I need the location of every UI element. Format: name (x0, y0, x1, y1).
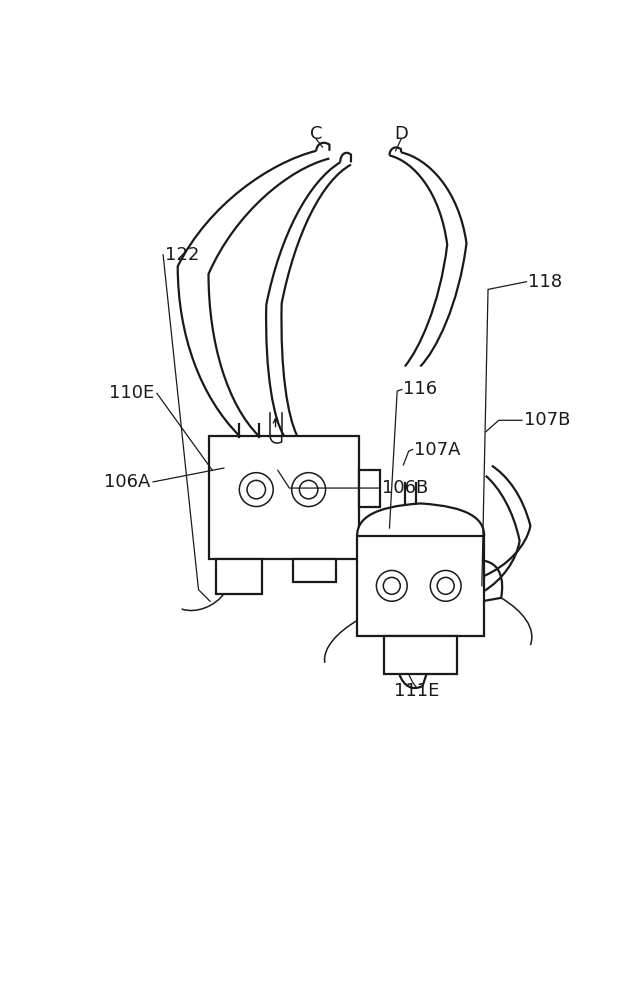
Circle shape (240, 473, 273, 507)
Text: 107B: 107B (524, 411, 571, 429)
Text: 116: 116 (403, 380, 438, 398)
Text: 118: 118 (528, 273, 562, 291)
Text: C: C (310, 125, 323, 143)
Polygon shape (357, 536, 484, 636)
Circle shape (430, 570, 461, 601)
Polygon shape (384, 636, 458, 674)
Polygon shape (293, 559, 335, 582)
Text: 122: 122 (165, 246, 199, 264)
Polygon shape (208, 436, 358, 559)
Text: 106B: 106B (381, 479, 428, 497)
Polygon shape (216, 559, 263, 594)
PathPatch shape (357, 503, 484, 536)
Text: 107A: 107A (414, 441, 461, 459)
Text: 110E: 110E (109, 384, 155, 402)
Circle shape (376, 570, 407, 601)
Text: 111E: 111E (394, 682, 439, 700)
Circle shape (291, 473, 325, 507)
Polygon shape (358, 470, 380, 507)
Text: D: D (394, 125, 408, 143)
Text: 106A: 106A (104, 473, 151, 491)
